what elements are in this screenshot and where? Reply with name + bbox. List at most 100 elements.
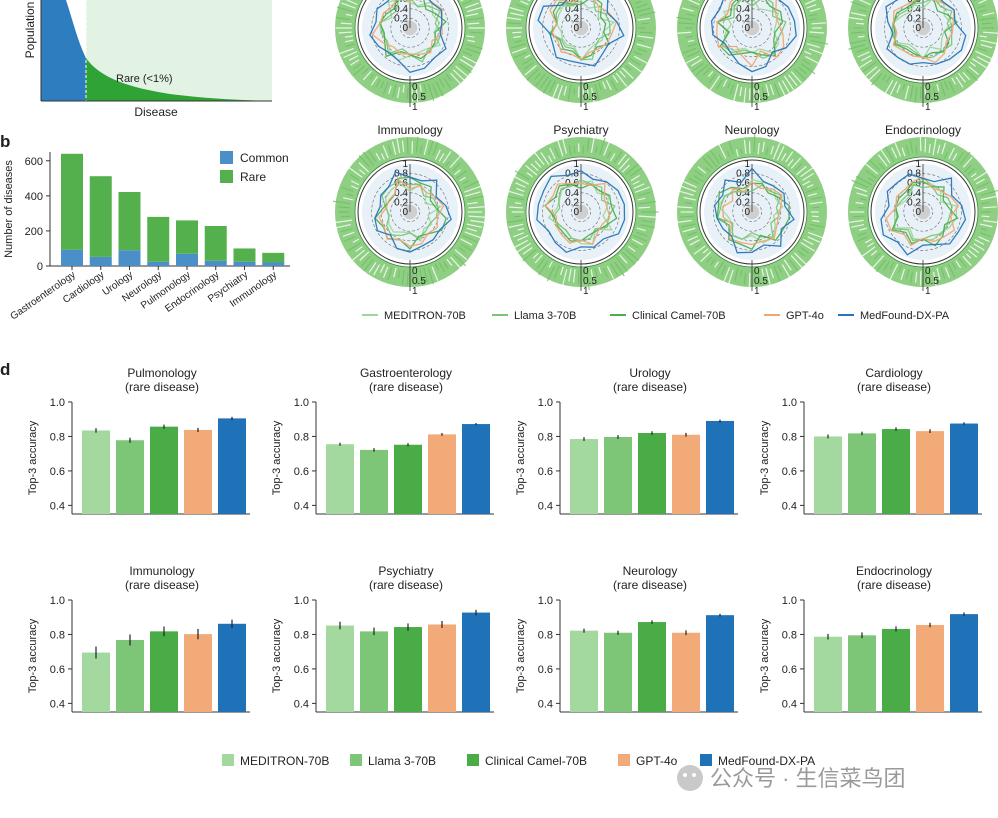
panel-b-bar-rare — [89, 176, 112, 257]
radar-series-meditron-70b — [555, 0, 616, 62]
radar-ring-bar — [932, 271, 937, 288]
panel-b-bar-common — [233, 261, 256, 266]
radar-ring-bar — [466, 17, 484, 21]
radar-legend-label: Llama 3-70B — [514, 310, 576, 322]
radar-ring-bar — [891, 147, 898, 159]
radar-ring-bar — [959, 151, 971, 165]
radar-ring-bar — [700, 251, 712, 263]
radar-ring-bar — [915, 145, 918, 155]
radar-ring-bar — [928, 88, 931, 96]
radar-ring-bar — [590, 137, 595, 153]
radar-ring-bar — [510, 12, 524, 17]
radar-series-gpt-4o — [722, 181, 783, 246]
radar-ring-bar — [880, 149, 891, 164]
radar-radial-tick: 0.4 — [907, 188, 921, 199]
radar-ring-bar — [709, 259, 716, 266]
radar-radial-tick: 1 — [402, 159, 408, 170]
radar-ring-bar — [345, 43, 355, 48]
radar-ring-bar — [980, 39, 998, 45]
panel-b-bar-rare — [118, 191, 141, 251]
radar-ring-bar — [344, 39, 354, 43]
radar-ring-bar — [598, 266, 602, 274]
radar-radial-tick: 0.6 — [736, 178, 750, 189]
legend-swatch-common — [220, 151, 233, 164]
radar-ring-bar — [514, 40, 522, 43]
radar-ring-bar — [781, 264, 792, 280]
radar-ring-bar — [677, 22, 695, 25]
radar-ring-bar — [511, 47, 527, 54]
radar-ring-bar — [978, 0, 987, 4]
radar-grid-circle — [732, 8, 772, 48]
radar-ring-bar — [773, 83, 781, 97]
radar-ring-bar — [450, 72, 461, 85]
radar-grid-circle — [732, 192, 772, 232]
radar-ring-bar — [462, 180, 469, 185]
radar-ring-bar — [726, 150, 731, 158]
radar-ring-bar — [462, 55, 478, 65]
radar-ring-bar — [965, 253, 972, 259]
radar-ring-bar — [633, 50, 642, 56]
radar-ring-bar — [599, 137, 606, 155]
radar-ring-bar — [547, 155, 553, 163]
radar-ring-bar — [553, 264, 561, 279]
radar-ring-bar — [812, 219, 820, 223]
accuracy-ytick-label: 0.4 — [538, 500, 553, 512]
radar-ring-bar — [341, 186, 354, 192]
radar-series-medfound-dx-pa — [369, 0, 447, 74]
radar-ring-bar — [392, 84, 397, 98]
radar-ring-bar — [967, 249, 978, 258]
radar-radial-tick: 0.2 — [907, 197, 921, 208]
accuracy-bar-medfound-dx-pa — [706, 615, 734, 712]
accuracy-bar-llama-3-70b — [604, 632, 632, 712]
accuracy-ylabel: Top-3 accuracy — [27, 420, 39, 495]
radar-ring-bar — [857, 236, 868, 242]
radar-ring-bar — [675, 206, 693, 209]
accuracy-chart-subtitle: (rare disease) — [125, 578, 199, 592]
accuracy-bar-medfound-dx-pa — [462, 424, 490, 514]
radar-ring-bar — [514, 202, 522, 205]
radar-ring-bar — [427, 84, 435, 102]
radar-ring-bar — [512, 31, 522, 34]
radar-outer-tick: 1 — [754, 286, 760, 297]
radar-outer-tick: 0.5 — [754, 276, 768, 287]
accuracy-chart-title: Cardiology — [865, 366, 922, 380]
panel-b-ytick-label: 600 — [25, 156, 43, 168]
radar-ring-bar — [955, 76, 964, 88]
accuracy-legend-label: Llama 3-70B — [368, 754, 436, 768]
radar-ring-bar — [863, 66, 878, 78]
radar-ring-bar — [380, 153, 385, 160]
radar-ring-bar — [979, 223, 993, 228]
radar-ring-bar — [335, 224, 351, 229]
radar-ring-bar — [468, 215, 486, 218]
radar-ring-bar — [536, 258, 545, 269]
radar-ring-bar — [428, 141, 434, 155]
radar-ring-bar — [951, 261, 957, 270]
radar-ring-bar — [858, 227, 867, 231]
radar-ring-bar — [796, 165, 807, 176]
accuracy-chart-cardiology: Cardiology(rare disease) 0.4 0.6 0.8 1.0 Top-… — [759, 366, 982, 515]
radar-ring-bar — [375, 79, 381, 88]
radar-ring-bar — [637, 197, 646, 201]
radar-ring-bar — [722, 78, 728, 87]
accuracy-ylabel: Top-3 accuracy — [515, 420, 527, 495]
radar-ring-bar — [800, 166, 815, 178]
radar-ring-bar — [682, 227, 696, 233]
legend-label-rare: Rare — [240, 170, 266, 184]
radar-ring-bar — [573, 88, 576, 95]
radar-ring-bar — [883, 80, 894, 96]
radar-ring-bar — [609, 153, 616, 162]
radar-series-medfound-dx-pa — [714, 167, 795, 254]
radar-ring-bar — [982, 206, 997, 209]
radar-ring-bar — [981, 215, 990, 218]
radar-ring-bar — [896, 84, 901, 93]
radar-ring-bar — [740, 148, 743, 155]
radar-ring-bar — [458, 247, 466, 253]
radar-ring-bar — [809, 48, 825, 55]
radar-ring-bar — [850, 12, 867, 17]
radar-ring-bar — [513, 35, 521, 39]
accuracy-bar-meditron-70b — [82, 430, 110, 514]
accuracy-chart-subtitle: (rare disease) — [613, 380, 687, 394]
radar-ring-bar — [387, 144, 392, 155]
accuracy-ylabel: Top-3 accuracy — [27, 618, 39, 693]
